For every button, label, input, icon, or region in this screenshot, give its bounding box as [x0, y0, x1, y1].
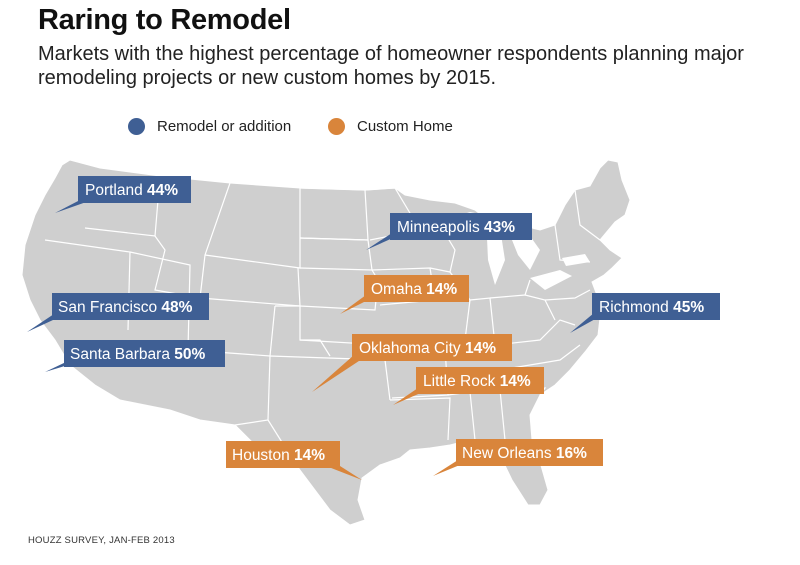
legend-swatch-remodel — [128, 118, 145, 135]
label-box-richmond — [592, 293, 720, 320]
label-portland: Portland 44% — [55, 176, 191, 213]
label-text-richmond: Richmond 45% — [599, 299, 704, 316]
label-box-omaha — [364, 275, 469, 302]
label-box-portland — [78, 176, 191, 203]
label-omaha: Omaha 14% — [340, 275, 469, 314]
label-text-omaha: Omaha 14% — [371, 281, 457, 298]
label-richmond: Richmond 45% — [570, 293, 720, 333]
label-text-houston: Houston 14% — [232, 447, 325, 464]
label-text-oklahoma-city: Oklahoma City 14% — [359, 340, 496, 357]
legend-item-remodel: Remodel or addition — [128, 118, 291, 135]
label-san-francisco: San Francisco 48% — [27, 293, 209, 332]
label-box-houston — [226, 441, 340, 468]
legend-label-custom-home: Custom Home — [357, 118, 453, 135]
chart-subtitle: Markets with the highest percentage of h… — [38, 43, 744, 89]
pointer-houston — [326, 466, 362, 480]
label-santa-barbara: Santa Barbara 50% — [45, 340, 225, 372]
label-oklahoma-city: Oklahoma City 14% — [312, 334, 512, 392]
label-box-new-orleans — [456, 439, 603, 466]
source-note: HOUZZ SURVEY, JAN-FEB 2013 — [28, 535, 175, 546]
label-text-new-orleans: New Orleans 16% — [462, 445, 587, 462]
label-houston: Houston 14% — [226, 441, 362, 480]
label-box-little-rock — [416, 367, 544, 394]
label-little-rock: Little Rock 14% — [393, 367, 544, 405]
label-text-santa-barbara: Santa Barbara 50% — [70, 346, 206, 363]
label-text-minneapolis: Minneapolis 43% — [397, 219, 515, 236]
label-box-san-francisco — [52, 293, 209, 320]
legend-swatch-custom-home — [328, 118, 345, 135]
label-text-san-francisco: San Francisco 48% — [58, 299, 193, 316]
label-box-oklahoma-city — [352, 334, 512, 361]
chart-title: Raring to Remodel — [38, 4, 291, 36]
label-box-minneapolis — [390, 213, 532, 240]
label-box-santa-barbara — [64, 340, 225, 367]
label-text-portland: Portland 44% — [85, 182, 178, 199]
legend-label-remodel: Remodel or addition — [157, 118, 292, 135]
pointer-oklahoma-city — [312, 355, 368, 392]
legend-item-custom-home: Custom Home — [328, 118, 453, 135]
label-minneapolis: Minneapolis 43% — [366, 213, 532, 250]
label-text-little-rock: Little Rock 14% — [423, 373, 531, 390]
label-new-orleans: New Orleans 16% — [433, 439, 603, 476]
pointer-portland — [55, 200, 92, 213]
